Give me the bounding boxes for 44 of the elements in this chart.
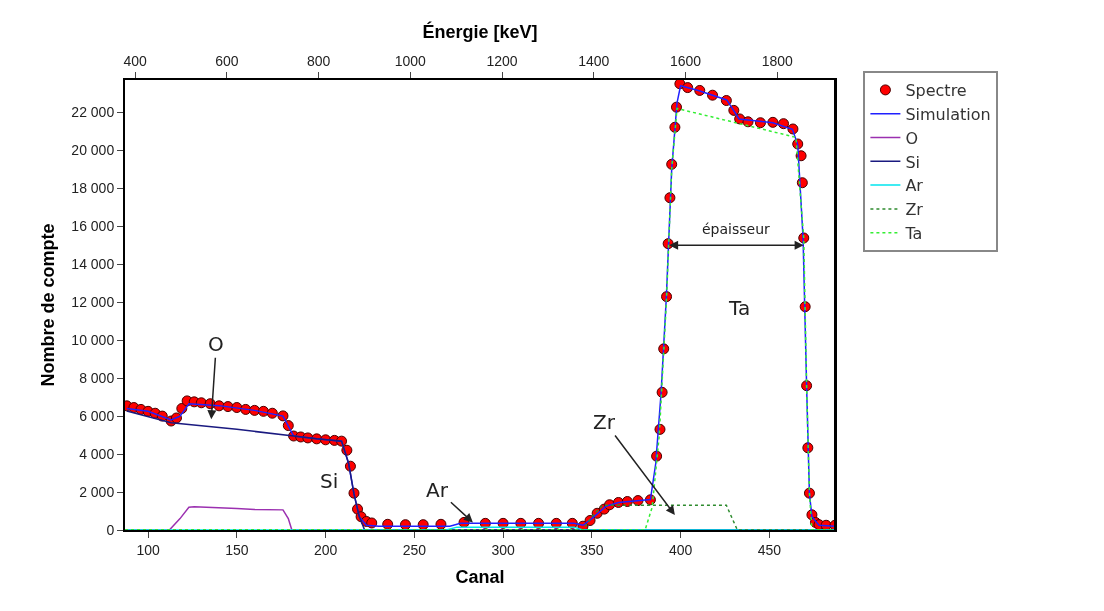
x2-tick-label: 400 <box>123 53 147 70</box>
x2-tick-label: 600 <box>215 53 239 70</box>
y-tick-label: 2 000 <box>79 483 115 500</box>
y-tick-label: 8 000 <box>79 370 115 386</box>
x2-axis-title: Énergie [keV] <box>422 21 538 43</box>
y-tick-label: 18 000 <box>71 180 115 197</box>
legend-label: Simulation <box>905 104 991 124</box>
y-tick-label: 10 000 <box>71 332 115 349</box>
x2-tick-label: 1800 <box>761 53 793 70</box>
x-tick-label: 400 <box>668 541 693 558</box>
y-tick-label: 0 <box>106 521 115 538</box>
x-tick-label: 350 <box>580 541 604 558</box>
y-tick-label: 4 000 <box>79 445 115 462</box>
x-tick-label: 450 <box>757 541 782 558</box>
legend-label: Si <box>905 152 921 172</box>
annotation: épaisseur <box>702 221 771 237</box>
x2-tick-label: 1400 <box>578 53 610 70</box>
annotation: Ta <box>728 296 751 320</box>
x2-tick-label: 1600 <box>669 53 702 70</box>
legend-label: Ar <box>905 176 924 196</box>
legend-label: O <box>905 128 918 148</box>
x-axis-title: Canal <box>455 567 505 588</box>
legend-label: Ta <box>904 223 923 243</box>
annotation: Ar <box>426 478 449 502</box>
x-tick-label: 200 <box>313 541 338 558</box>
y-axis-title: Nombre de compte <box>38 223 59 387</box>
x-tick-label: 150 <box>225 541 249 558</box>
y-tick-label: 12 000 <box>71 294 115 311</box>
y-tick-label: 14 000 <box>71 256 115 273</box>
x-tick-label: 250 <box>402 541 427 558</box>
x2-tick-label: 800 <box>306 53 331 70</box>
annotation: O <box>208 332 224 356</box>
x2-tick-label: 1000 <box>394 53 427 70</box>
y-tick-label: 6 000 <box>79 407 115 424</box>
y-tick-label: 16 000 <box>71 218 115 235</box>
legend-label: Spectre <box>905 81 967 101</box>
annotation: Zr <box>593 410 616 434</box>
x2-tick-label: 1200 <box>486 53 518 70</box>
annotation: Si <box>320 469 339 493</box>
legend-label: Zr <box>905 200 924 220</box>
x-tick-label: 100 <box>136 541 160 558</box>
y-tick-label: 22 000 <box>71 104 115 121</box>
x-tick-label: 300 <box>491 541 515 558</box>
y-tick-label: 20 000 <box>71 142 115 159</box>
